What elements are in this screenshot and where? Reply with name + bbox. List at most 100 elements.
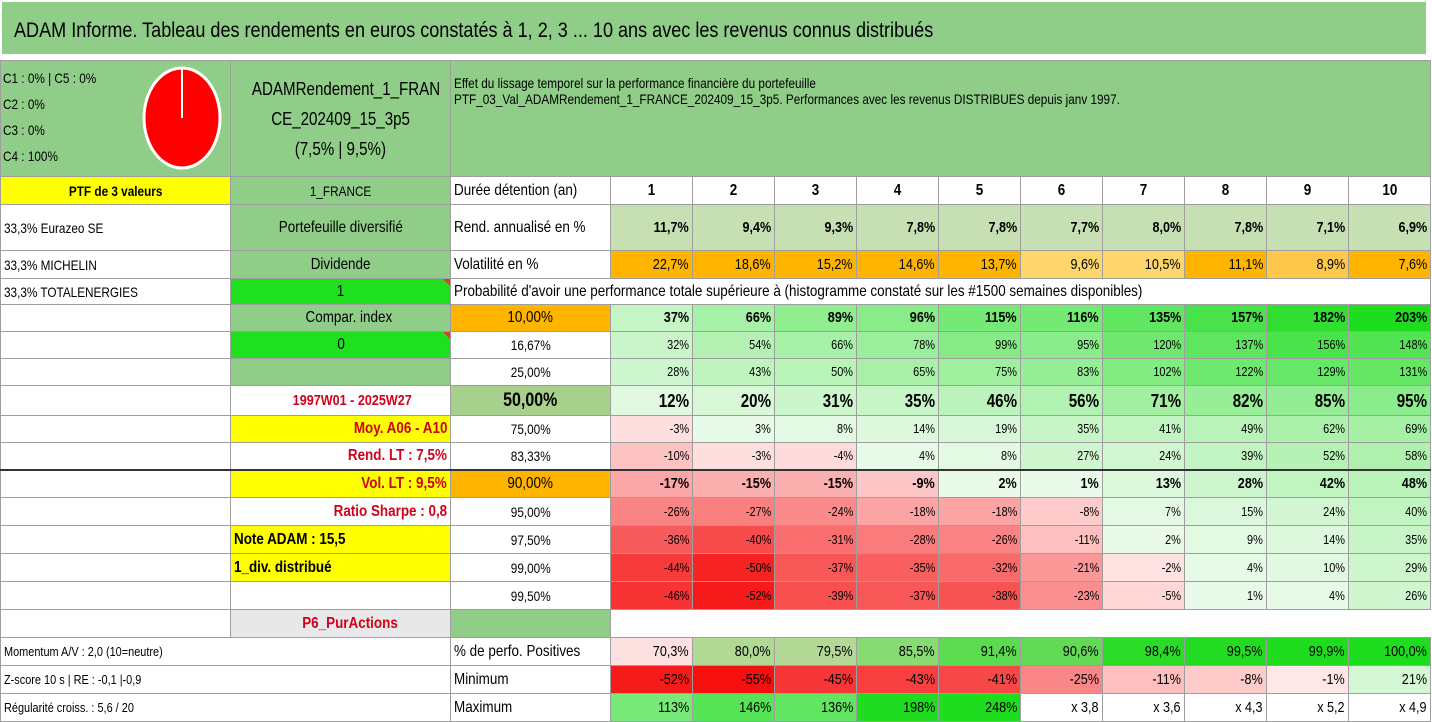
vol-value: 22,7% (610, 250, 693, 279)
sharpe-label: Ratio Sharpe : 0,8 (230, 497, 451, 526)
pos-value: 90,6% (1020, 637, 1103, 666)
max-label: Maximum (450, 693, 611, 722)
holding-3: 33,3% TOTALENERGIES (0, 278, 231, 305)
quantile-row: 0 16,67% 32% 54% 66% 78% 99% 95% 120% 137% 156% 148… (0, 331, 1431, 359)
quantile-value: 8% (774, 415, 857, 443)
quantile-value: 26% (1348, 581, 1431, 610)
quantile-value: -35% (856, 553, 939, 582)
min-value: -52% (610, 665, 693, 694)
quantile-value: 116% (1020, 304, 1103, 332)
probability-label: Probabilité d'avoir une performance tota… (450, 278, 1431, 305)
quantile-value: 4% (856, 442, 939, 470)
quantile-value: -23% (1020, 581, 1103, 610)
note-adam-label: Note ADAM : 15,5 (230, 525, 451, 554)
quantile-value: 37% (610, 304, 693, 332)
max-value: 113% (610, 693, 693, 722)
quantile-value: 148% (1348, 331, 1431, 359)
year-header-5: 5 (938, 176, 1021, 205)
quantile-value: 8% (938, 442, 1021, 470)
min-value: -41% (938, 665, 1021, 694)
rend-value: 7,1% (1266, 204, 1349, 251)
quantile-value: 9% (1184, 525, 1267, 554)
description-cell: Effet du lissage temporel sur la perform… (450, 60, 1431, 177)
year-header-1: 1 (610, 176, 693, 205)
momentum-label: Momentum A/V : 2,0 (10=neutre) (0, 637, 451, 666)
vol-lt-label: Vol. LT : 9,5% (230, 468, 451, 498)
rend-value: 7,8% (856, 204, 939, 251)
quantile-row: Note ADAM : 15,5 97,50% -36% -40% -31% -28% -2… (0, 525, 1431, 554)
quantile-value: 157% (1184, 304, 1267, 332)
year-header-8: 8 (1184, 176, 1267, 205)
pie-legend-c2: C2 : 0% (3, 96, 45, 112)
quantile-value: 131% (1348, 358, 1431, 386)
quantile-value: 14% (856, 415, 939, 443)
year-header-4: 4 (856, 176, 939, 205)
quantile-value: 156% (1266, 331, 1349, 359)
vol-value: 11,1% (1184, 250, 1267, 279)
compar-index-value: 0 (230, 331, 451, 359)
year-header-7: 7 (1102, 176, 1185, 205)
quantile-value: -27% (692, 497, 775, 526)
quantile-level: 99,00% (450, 553, 611, 582)
quantile-level: 83,33% (450, 442, 611, 470)
quantile-value: -39% (774, 581, 857, 610)
pos-value: 79,5% (774, 637, 857, 666)
min-value: -43% (856, 665, 939, 694)
quantile-value: -18% (856, 497, 939, 526)
quantile-value: 83% (1020, 358, 1103, 386)
period-label: 1997W01 - 2025W27 (230, 385, 451, 416)
quantile-value: 96% (856, 304, 939, 332)
quantile-level: 10,00% (450, 304, 611, 332)
rend-value: 11,7% (610, 204, 693, 251)
quantile-value: 137% (1184, 331, 1267, 359)
holding-1: 33,3% Eurazeo SE (0, 204, 231, 251)
quantile-value: 27% (1020, 442, 1103, 470)
quantile-value: -40% (692, 525, 775, 554)
dividende-value: 1 (230, 278, 451, 305)
max-value: 248% (938, 693, 1021, 722)
quantile-value: 13% (1102, 468, 1185, 498)
left-blank-cell (0, 468, 231, 498)
quantile-value: -2% (1102, 553, 1185, 582)
min-value: -1% (1266, 665, 1349, 694)
quantile-value: 120% (1102, 331, 1185, 359)
quantile-value: -3% (610, 415, 693, 443)
max-value: x 3,8 (1020, 693, 1103, 722)
quantile-value: 65% (856, 358, 939, 386)
quantile-value: 14% (1266, 525, 1349, 554)
left-blank-cell (0, 553, 231, 582)
quantile-level: 16,67% (450, 331, 611, 359)
quantile-value: 182% (1266, 304, 1349, 332)
year-header-2: 2 (692, 176, 775, 205)
quantile-value: 49% (1184, 415, 1267, 443)
quantile-value: -32% (938, 553, 1021, 582)
quantile-value: 10% (1266, 553, 1349, 582)
rend-label: Rend. annualisé en % (450, 204, 611, 251)
quantile-row: Ratio Sharpe : 0,8 95,00% -26% -27% -24% -18%… (0, 497, 1431, 526)
quantile-value: 203% (1348, 304, 1431, 332)
left-blank-cell (0, 609, 231, 638)
quantile-value: -15% (774, 468, 857, 498)
quantile-level: 25,00% (450, 358, 611, 386)
quantile-row: 1_div. distribué 99,00% -44% -50% -37% -35% -3… (0, 553, 1431, 582)
quantile-value: -50% (692, 553, 775, 582)
quantile-value: -8% (1020, 497, 1103, 526)
quantile-value: 4% (1184, 553, 1267, 582)
quantile-value: 56% (1020, 385, 1103, 416)
quantile-level: 90,00% (450, 468, 611, 498)
quantile-row: Vol. LT : 9,5% 90,00% -17% -15% -15% -9% 2% 1% 1… (0, 468, 1431, 498)
compar-index-label: Compar. index (230, 304, 451, 332)
quantile-value: -18% (938, 497, 1021, 526)
portfolio-name-cell: ADAMRendement_1_FRAN CE_202409_15_3p5 (7… (230, 60, 451, 177)
quantile-value: -37% (856, 581, 939, 610)
quantile-value: 29% (1348, 553, 1431, 582)
quantile-value: 3% (692, 415, 775, 443)
p6-empty (611, 610, 1431, 638)
left-blank-cell (0, 442, 231, 470)
max-value: 136% (774, 693, 857, 722)
pos-value: 99,9% (1266, 637, 1349, 666)
rend-value: 9,4% (692, 204, 775, 251)
pie-legend-c4: C4 : 100% (3, 148, 58, 164)
quantile-value: 4% (1266, 581, 1349, 610)
quantile-row: 25,00% 28% 43% 50% 65% 75% 83% 102% 122% 129% 131% (0, 358, 1431, 386)
